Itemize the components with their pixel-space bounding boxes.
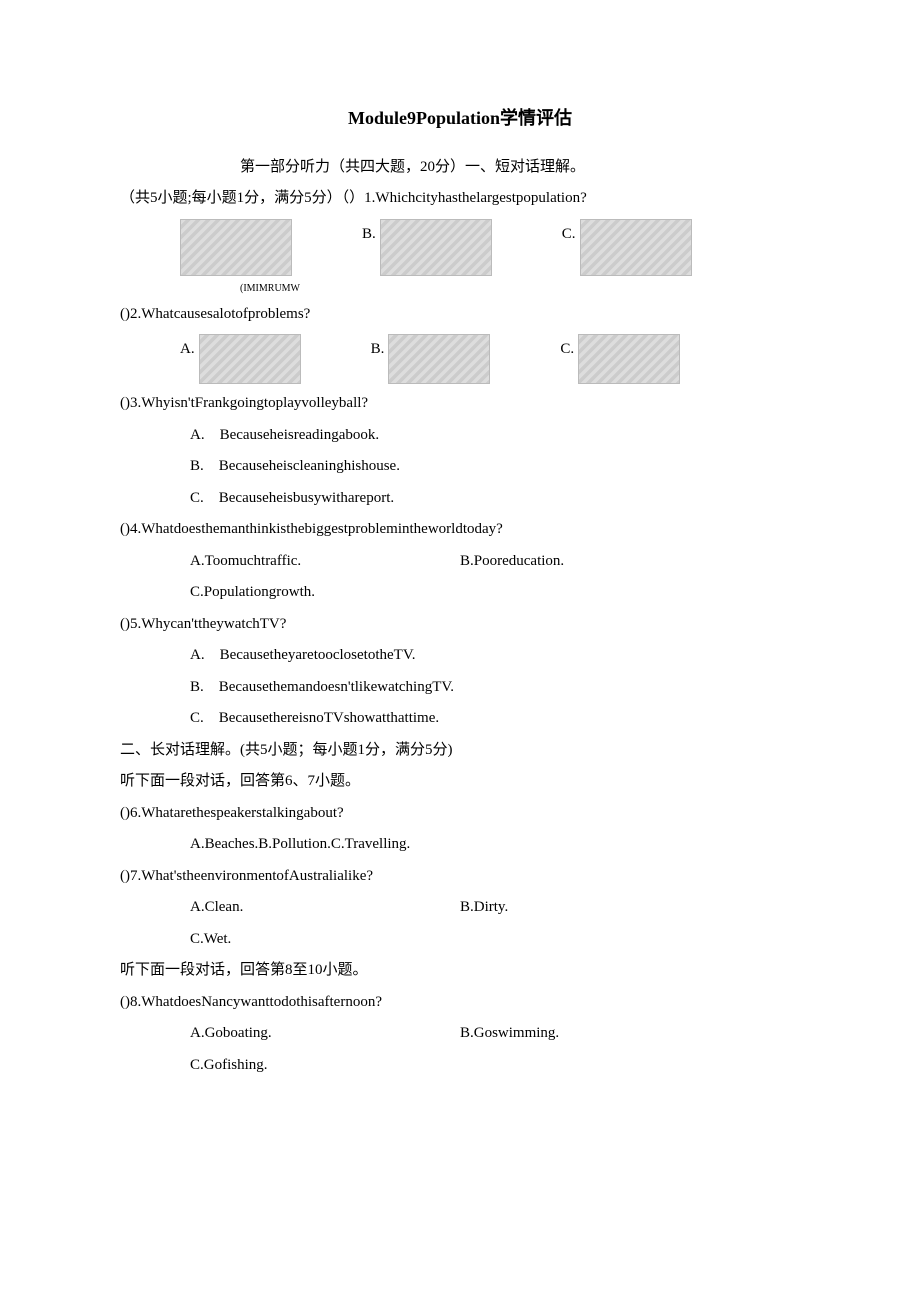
problem-image-a [199,334,301,384]
q6-opts: A.Beaches.B.Pollution.C.Travelling. [190,829,800,861]
q4-stem: ()4.Whatdoesthemanthinkisthebiggestprobl… [120,514,800,546]
q1-opt-a [180,219,292,276]
q2-image-options: A. B. C. [180,334,800,384]
q2-opt-c: C. [560,334,680,384]
problem-image-c [578,334,680,384]
dialog2-intro: 听下面一段对话，回答第8至10小题。 [120,955,800,987]
q2-stem: ()2.Whatcausesalotofproblems? [120,299,800,331]
q1-c-label: C. [562,219,576,251]
q4-opt-c: C.Populationgrowth. [190,577,800,609]
q4-opt-b: B.Pooreducation. [460,546,730,578]
city-image-b [380,219,492,276]
q2-b-label: B. [371,334,385,366]
q8-opt-c: C.Gofishing. [190,1050,800,1082]
q4-opt-a: A.Toomuchtraffic. [190,546,460,578]
q1-b-label: B. [362,219,376,251]
q7-opt-b: B.Dirty. [460,892,730,924]
q2-opt-a: A. [180,334,301,384]
page-title: Module9Population学情评估 [120,100,800,138]
q5-stem: ()5.Whycan'ttheywatchTV? [120,609,800,641]
q8-stem: ()8.WhatdoesNancywanttodothisafternoon? [120,987,800,1019]
q1-opt-c: C. [562,219,692,276]
q2-c-label: C. [560,334,574,366]
q5-opt-a: A. BecausetheyaretooclosetotheTV. [190,640,800,672]
q1-image-options: B. C. [180,219,800,276]
q3-opt-a: A. Becauseheisreadingabook. [190,420,800,452]
q7-stem: ()7.What'stheenvironmentofAustralialike? [120,861,800,893]
q3-opt-c: C. Becauseheisbusywithareport. [190,483,800,515]
section1-sub: （共5小题;每小题1分，满分5分）（）1.Whichcityhasthelarg… [120,183,800,215]
q3-opt-b: B. Becauseheiscleaninghishouse. [190,451,800,483]
q1-note: (IMIMRUMW [240,278,800,299]
city-image-a [180,219,292,276]
q2-opt-b: B. [371,334,491,384]
q3-stem: ()3.Whyisn'tFrankgoingtoplayvolleyball? [120,388,800,420]
q5-opt-c: C. BecausethereisnoTVshowatthattime. [190,703,800,735]
part1-header: 第一部分听力（共四大题，20分）一、短对话理解。 [120,152,800,184]
q7-opt-a: A.Clean. [190,892,460,924]
q8-opt-b: B.Goswimming. [460,1018,730,1050]
section2-header: 二、长对话理解。(共5小题；每小题1分，满分5分) [120,735,800,767]
q7-opt-c: C.Wet. [190,924,800,956]
dialog1-intro: 听下面一段对话，回答第6、7小题。 [120,766,800,798]
q2-a-label: A. [180,334,195,366]
problem-image-b [388,334,490,384]
city-image-c [580,219,692,276]
q1-opt-b: B. [362,219,492,276]
q8-opt-a: A.Goboating. [190,1018,460,1050]
q5-opt-b: B. Becausethemandoesn'tlikewatchingTV. [190,672,800,704]
q6-stem: ()6.Whatarethespeakerstalkingabout? [120,798,800,830]
